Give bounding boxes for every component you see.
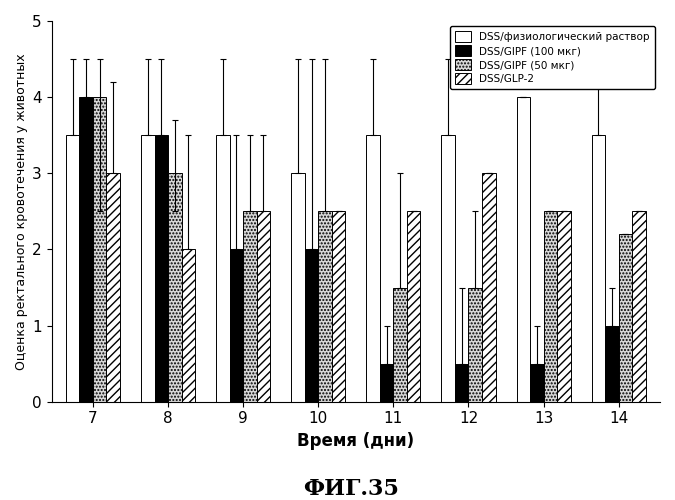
Bar (367, 135, 380, 402)
Bar (380, 364, 394, 402)
X-axis label: Время (дни): Время (дни) (297, 432, 414, 450)
Bar (407, 212, 421, 402)
Bar (291, 174, 304, 402)
Bar (482, 174, 495, 402)
Bar (441, 135, 455, 402)
Bar (619, 234, 632, 402)
Bar (230, 250, 243, 402)
Bar (107, 174, 120, 402)
Bar (243, 212, 256, 402)
Bar (332, 212, 346, 402)
Bar (592, 135, 605, 402)
Bar (256, 212, 270, 402)
Bar (182, 250, 195, 402)
Text: ФИГ.35: ФИГ.35 (303, 478, 399, 500)
Bar (304, 250, 319, 402)
Bar (319, 212, 332, 402)
Bar (155, 135, 168, 402)
Bar (216, 135, 230, 402)
Bar (516, 97, 530, 402)
Bar (632, 212, 646, 402)
Bar (530, 364, 543, 402)
Bar (80, 97, 93, 402)
Bar (468, 288, 482, 402)
Legend: DSS/физиологический раствор, DSS/GIPF (100 мкг), DSS/GIPF (50 мкг), DSS/GLP-2: DSS/физиологический раствор, DSS/GIPF (1… (450, 26, 655, 90)
Bar (141, 135, 155, 402)
Bar (168, 174, 182, 402)
Bar (605, 326, 619, 402)
Bar (93, 97, 107, 402)
Bar (543, 212, 557, 402)
Bar (455, 364, 468, 402)
Bar (66, 135, 80, 402)
Y-axis label: Оценка ректального кровотечения у животных: Оценка ректального кровотечения у животн… (15, 53, 28, 370)
Bar (394, 288, 407, 402)
Bar (557, 212, 570, 402)
